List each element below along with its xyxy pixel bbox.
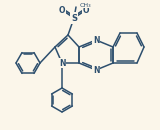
- Text: N: N: [59, 58, 65, 67]
- Text: N: N: [93, 66, 99, 74]
- Text: N: N: [93, 35, 99, 44]
- Text: O: O: [83, 5, 89, 15]
- Text: S: S: [71, 14, 77, 22]
- Text: O: O: [59, 5, 65, 15]
- Text: CH₃: CH₃: [80, 2, 92, 8]
